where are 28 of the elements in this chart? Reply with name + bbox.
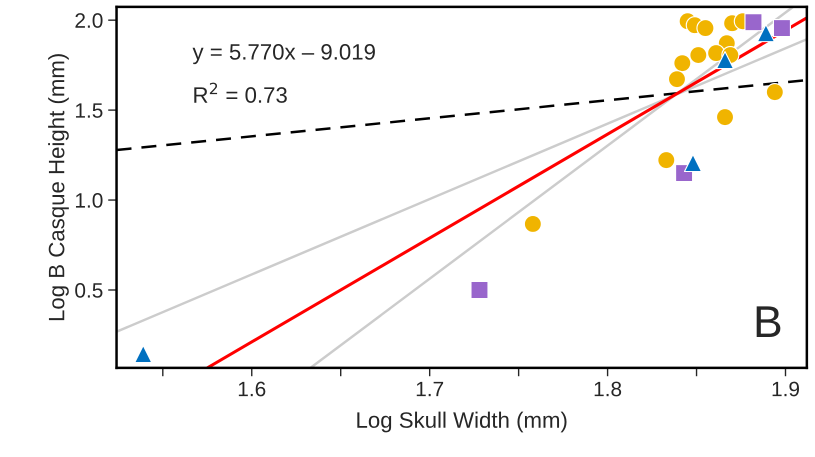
point bbox=[524, 214, 542, 234]
point bbox=[668, 70, 686, 88]
annotation: y = 5.770x – 9.019 bbox=[192, 44, 375, 64]
point bbox=[756, 24, 775, 42]
x-tick-label: 1.7 bbox=[416, 382, 444, 396]
point bbox=[716, 51, 734, 70]
point bbox=[134, 344, 152, 364]
point bbox=[673, 54, 692, 72]
x-axis-title: Log Skull Width (mm) bbox=[357, 412, 567, 432]
point bbox=[716, 108, 734, 126]
y-tick-label: 2.0 bbox=[75, 13, 103, 28]
point bbox=[696, 19, 714, 38]
x-tick-label: 1.6 bbox=[238, 382, 266, 396]
x-tick-label: 1.8 bbox=[594, 382, 622, 396]
annotation: R$^{2}$ = 0.73 bbox=[194, 82, 287, 103]
point bbox=[684, 154, 702, 172]
point bbox=[772, 19, 791, 38]
point bbox=[657, 151, 676, 170]
point bbox=[470, 280, 489, 300]
y-tick-label: 0.5 bbox=[75, 282, 102, 298]
y-axis-title: Log B Casque Height (mm) bbox=[48, 54, 69, 320]
point bbox=[766, 83, 784, 102]
y-tick-label: 1.5 bbox=[76, 103, 102, 118]
annotation: B bbox=[756, 306, 780, 337]
point bbox=[744, 13, 763, 32]
point bbox=[689, 46, 708, 64]
y-tick-label: 1.0 bbox=[76, 193, 103, 208]
x-tick-label: 1.9 bbox=[772, 382, 799, 396]
